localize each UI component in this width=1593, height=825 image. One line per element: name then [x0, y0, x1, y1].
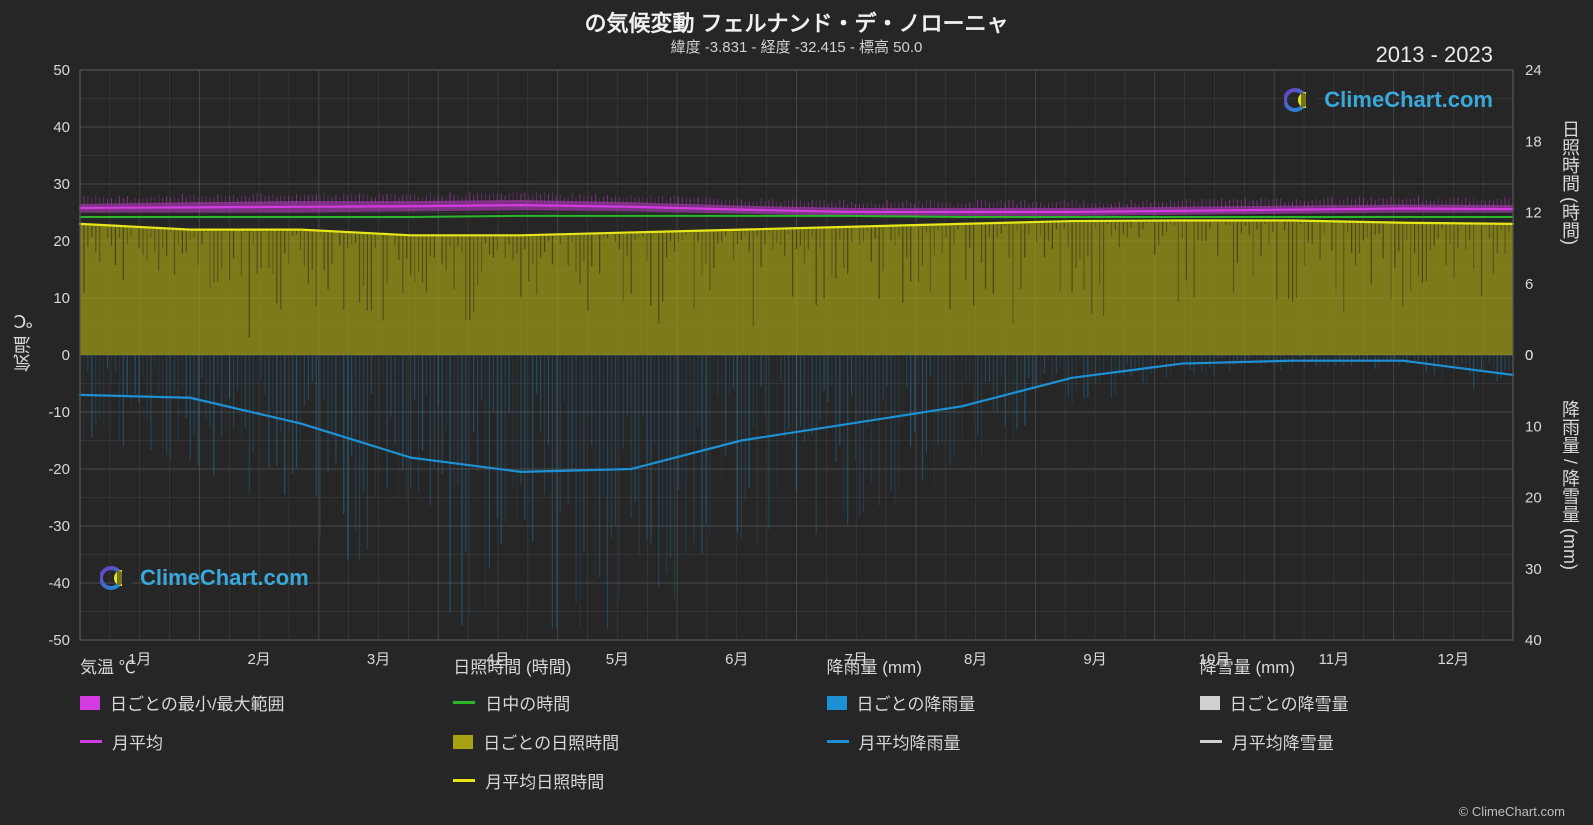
legend-label: 日ごとの日照時間 [483, 729, 619, 754]
legend-col-temp: 気温 ℃ 日ごとの最小/最大範囲 月平均 [80, 653, 413, 807]
legend-label: 日ごとの降雪量 [1230, 690, 1349, 715]
legend-label: 日ごとの最小/最大範囲 [110, 690, 285, 715]
legend-swatch [80, 740, 102, 743]
legend-swatch [827, 696, 847, 710]
legend-heading: 降雪量 (mm) [1200, 653, 1533, 678]
legend-col-rain: 降雨量 (mm) 日ごとの降雨量 月平均降雨量 [827, 653, 1160, 807]
legend-heading: 気温 ℃ [80, 653, 413, 678]
logo-text: ClimeChart.com [140, 565, 309, 591]
svg-text:30: 30 [1525, 561, 1542, 578]
legend-swatch [827, 740, 849, 743]
legend: 気温 ℃ 日ごとの最小/最大範囲 月平均 日照時間 (時間) 日中の時間 日ごと… [80, 653, 1533, 807]
svg-text:18: 18 [1525, 133, 1542, 150]
legend-item: 日ごとの最小/最大範囲 [80, 690, 413, 715]
svg-text:0: 0 [62, 347, 70, 364]
legend-heading: 日照時間 (時間) [453, 653, 786, 678]
legend-item: 月平均日照時間 [453, 768, 786, 793]
legend-swatch [1200, 696, 1220, 710]
legend-swatch [80, 696, 100, 710]
legend-label: 月平均降雪量 [1232, 729, 1334, 754]
svg-text:20: 20 [53, 233, 70, 250]
legend-item: 月平均 [80, 729, 413, 754]
svg-text:6: 6 [1525, 276, 1533, 293]
svg-text:40: 40 [53, 119, 70, 136]
svg-text:10: 10 [53, 290, 70, 307]
legend-item: 月平均降雨量 [827, 729, 1160, 754]
svg-text:-30: -30 [48, 518, 70, 535]
legend-col-sun: 日照時間 (時間) 日中の時間 日ごとの日照時間 月平均日照時間 [453, 653, 786, 807]
legend-col-snow: 降雪量 (mm) 日ごとの降雪量 月平均降雪量 [1200, 653, 1533, 807]
clime-logo-icon [100, 562, 132, 594]
svg-text:10: 10 [1525, 418, 1542, 435]
svg-text:-50: -50 [48, 632, 70, 649]
legend-label: 月平均日照時間 [485, 768, 604, 793]
legend-item: 月平均降雪量 [1200, 729, 1533, 754]
legend-label: 月平均 [112, 729, 163, 754]
legend-swatch [453, 779, 475, 782]
svg-text:12: 12 [1525, 205, 1542, 222]
legend-swatch [453, 701, 475, 704]
logo-top: ClimeChart.com [1284, 84, 1493, 116]
svg-text:24: 24 [1525, 62, 1542, 79]
legend-item: 日中の時間 [453, 690, 786, 715]
svg-text:50: 50 [53, 62, 70, 79]
legend-item: 日ごとの降雪量 [1200, 690, 1533, 715]
legend-label: 月平均降雨量 [859, 729, 961, 754]
legend-item: 日ごとの日照時間 [453, 729, 786, 754]
svg-text:40: 40 [1525, 632, 1542, 649]
svg-text:30: 30 [53, 176, 70, 193]
svg-text:-20: -20 [48, 461, 70, 478]
legend-label: 日中の時間 [485, 690, 570, 715]
svg-text:0: 0 [1525, 347, 1533, 364]
svg-text:-10: -10 [48, 404, 70, 421]
legend-swatch [1200, 740, 1222, 743]
clime-logo-icon [1284, 84, 1316, 116]
legend-swatch [453, 735, 473, 749]
svg-text:-40: -40 [48, 575, 70, 592]
logo-bottom: ClimeChart.com [100, 562, 309, 594]
legend-item: 日ごとの降雨量 [827, 690, 1160, 715]
climate-chart: の気候変動 フェルナンド・デ・ノローニャ 緯度 -3.831 - 経度 -32.… [0, 0, 1593, 825]
logo-text: ClimeChart.com [1324, 87, 1493, 113]
svg-text:20: 20 [1525, 490, 1542, 507]
legend-heading: 降雨量 (mm) [827, 653, 1160, 678]
legend-label: 日ごとの降雨量 [857, 690, 976, 715]
